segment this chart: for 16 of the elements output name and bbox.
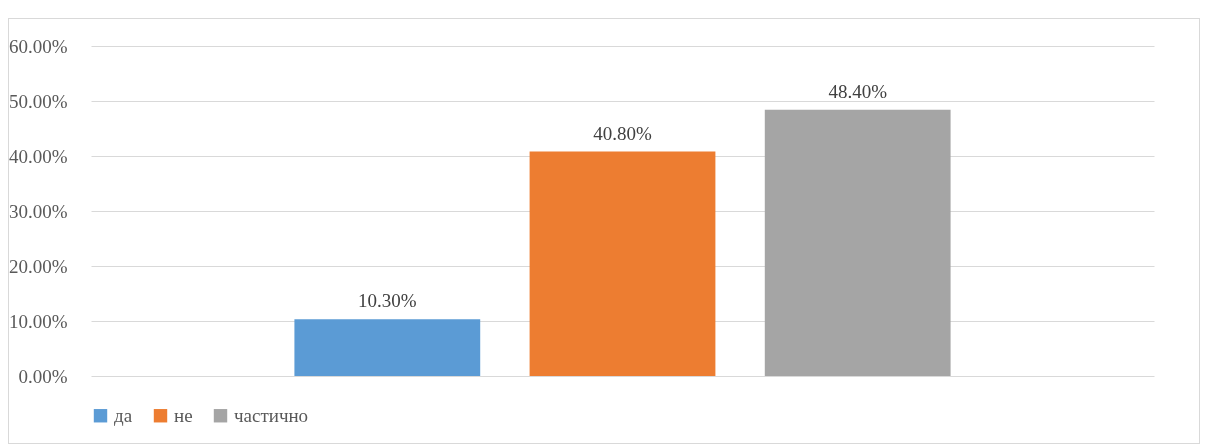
- y-tick-label: 60.00%: [8, 35, 68, 57]
- legend-label: частично: [234, 404, 309, 426]
- legend-label: не: [174, 404, 193, 426]
- data-label: 10.30%: [358, 290, 417, 312]
- y-tick-label: 10.00%: [8, 310, 68, 332]
- y-tick-label: 0.00%: [18, 365, 68, 387]
- data-label: 40.80%: [593, 122, 652, 144]
- y-tick-label: 30.00%: [8, 200, 68, 222]
- legend-label: да: [114, 404, 133, 426]
- y-tick-label: 20.00%: [8, 255, 68, 277]
- data-label: 48.40%: [828, 80, 888, 102]
- y-tick-label: 40.00%: [8, 145, 68, 167]
- y-tick-label: 50.00%: [8, 90, 68, 112]
- bar: [764, 109, 951, 376]
- bar: [294, 319, 481, 376]
- bar: [529, 151, 716, 376]
